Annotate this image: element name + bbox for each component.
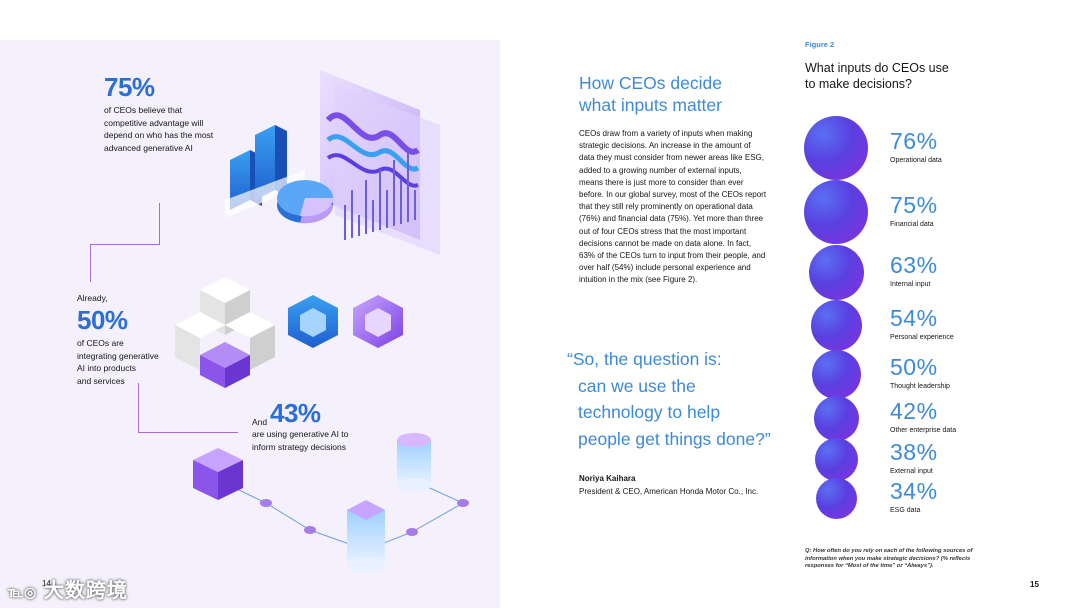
bubble-value-label: 42% — [890, 398, 938, 424]
stat-50-text: of CEOs are integrating generative AI in… — [77, 338, 159, 386]
stat-75-text: of CEOs believe that competitive advanta… — [104, 105, 214, 153]
bubble-operational-data — [804, 116, 868, 180]
page-number-left: 14 — [42, 579, 51, 588]
connector-line — [90, 203, 160, 245]
bubble-category-label: Operational data — [890, 157, 942, 164]
figure-title: What inputs do CEOs use to make decision… — [805, 61, 949, 91]
pull-quote: “So, the question is: can we use the tec… — [567, 349, 771, 449]
bubble-category-label: External input — [890, 468, 933, 475]
stat-50-value: 50% — [77, 305, 128, 335]
bubble-external-input — [814, 437, 858, 481]
bubble-personal-experience — [810, 299, 862, 351]
bubble-category-label: Other enterprise data — [890, 427, 957, 434]
bubble-value-label: 76% — [890, 128, 938, 154]
bubble-category-label: Internal input — [890, 281, 931, 288]
bubble-internal-input — [808, 244, 864, 300]
bubble-esg-data — [815, 477, 857, 519]
bubble-value-label: 34% — [890, 478, 938, 504]
bubble-value-label: 75% — [890, 192, 938, 218]
section-title: How CEOs decide what inputs matter — [579, 73, 722, 115]
isometric-illustration — [175, 70, 469, 572]
left-page: 75% of CEOs believe that competitive adv… — [0, 40, 500, 608]
watermark: ℡◎ 大数跨境 — [8, 580, 128, 602]
stat-43-value: 43% — [270, 398, 321, 428]
bubble-other-enterprise-data — [813, 395, 859, 441]
figure-label: Figure 2 — [805, 40, 835, 49]
stat-43-text: are using generative AI to inform strate… — [252, 429, 349, 452]
bubble-category-label: ESG data — [890, 507, 921, 514]
connector-line — [138, 383, 139, 433]
bubble-thought-leadership — [811, 349, 861, 399]
stat-75-value: 75% — [104, 72, 155, 102]
connector-line — [138, 432, 238, 433]
stat-43-intro: And — [252, 417, 268, 427]
bubble-value-label: 54% — [890, 305, 938, 331]
bubble-value-label: 38% — [890, 439, 938, 465]
bubble-value-label: 63% — [890, 252, 938, 278]
figure-note: Q: How often do you rely on each of the … — [805, 548, 973, 569]
quote-author-name: Noriya Kaihara — [579, 474, 636, 483]
quote-author-role: President & CEO, American Honda Motor Co… — [579, 487, 759, 496]
bubble-category-label: Financial data — [890, 221, 934, 228]
connector-line — [90, 244, 91, 282]
body-text: CEOs draw from a variety of inputs when … — [579, 129, 767, 285]
bubble-value-label: 50% — [890, 354, 938, 380]
bubble-category-label: Thought leadership — [890, 383, 950, 390]
bubble-financial-data — [804, 180, 868, 244]
bubble-category-label: Personal experience — [890, 334, 954, 341]
stat-50-intro: Already, — [77, 293, 108, 303]
page-number-right: 15 — [1030, 580, 1039, 589]
